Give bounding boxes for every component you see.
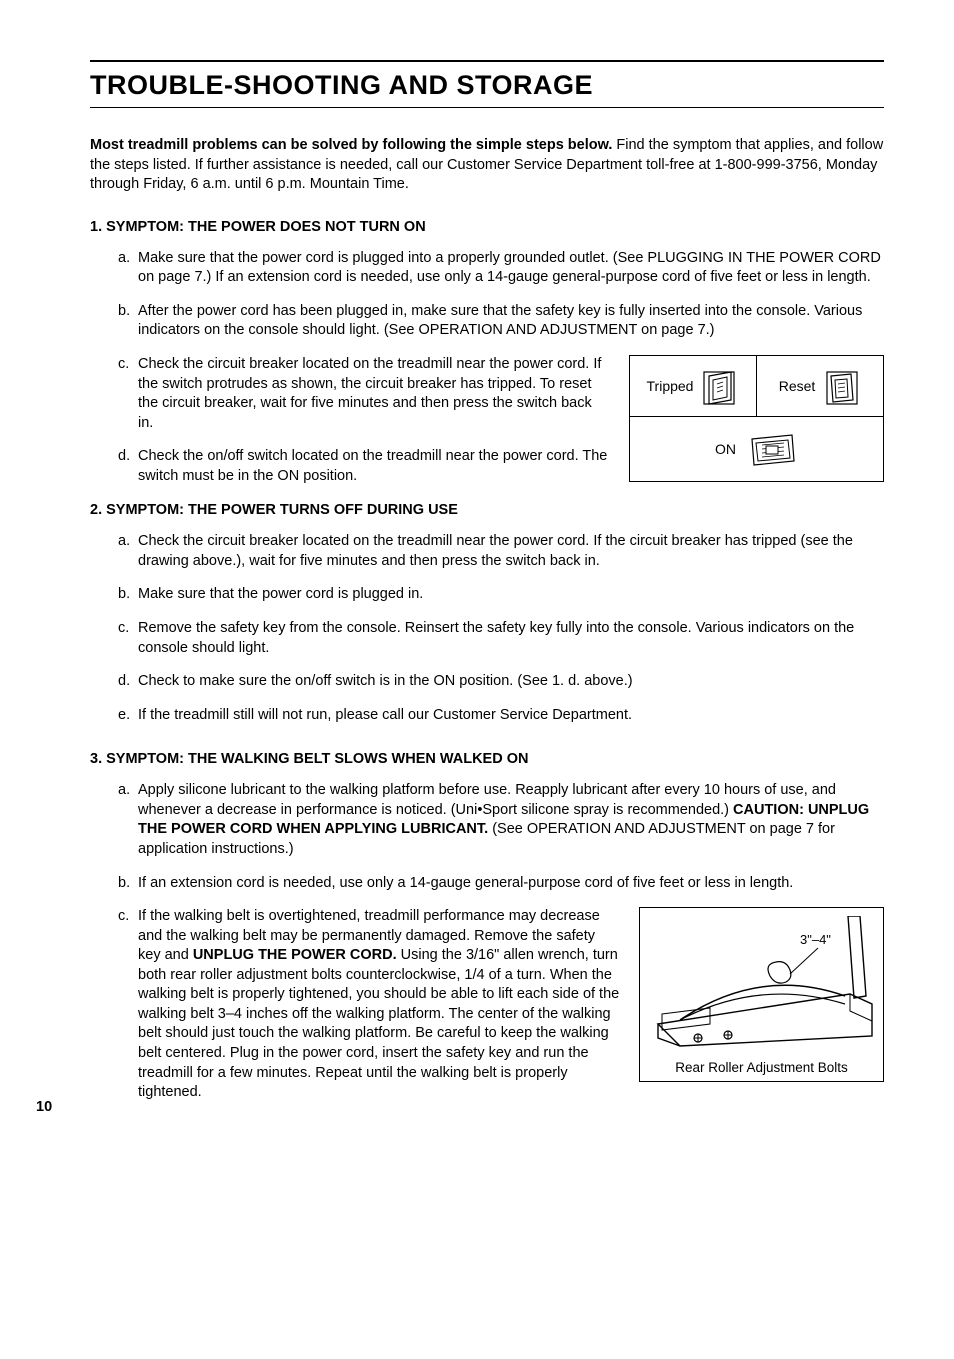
s3c-post: Using the 3/16" allen wrench, turn both … — [138, 947, 619, 1100]
step-label: a. — [118, 249, 138, 288]
step-label: b. — [118, 585, 138, 605]
step-label: c. — [118, 355, 138, 433]
step-label: b. — [118, 302, 138, 341]
page: TROUBLE-SHOOTING AND STORAGE Most treadm… — [0, 0, 954, 1157]
circuit-breaker-figure: Tripped Reset — [629, 355, 884, 482]
s2-step-a: a. Check the circuit breaker located on … — [118, 532, 884, 571]
s2-step-c: c. Remove the safety key from the consol… — [118, 619, 884, 658]
s2-step-e: e. If the treadmill still will not run, … — [118, 706, 884, 726]
s1-step-c-d-row: c. Check the circuit breaker located on … — [118, 355, 884, 486]
step-label: d. — [118, 672, 138, 692]
step-label: a. — [118, 532, 138, 571]
s3-step-c-row: c. If the walking belt is overtightened,… — [118, 907, 884, 1103]
s3-step-c: c. If the walking belt is overtightened,… — [118, 907, 621, 1103]
symptom-1-heading: 1. SYMPTOM: THE POWER DOES NOT TURN ON — [90, 219, 884, 235]
treadmill-belt-icon: 3"–4" — [650, 916, 875, 1056]
step-body: Check to make sure the on/off switch is … — [138, 672, 884, 692]
step-body: Make sure that the power cord is plugged… — [138, 585, 884, 605]
s1-step-c: c. Check the circuit breaker located on … — [118, 355, 611, 433]
step-body: Make sure that the power cord is plugged… — [138, 249, 884, 288]
page-title: TROUBLE-SHOOTING AND STORAGE — [90, 70, 884, 101]
page-number: 10 — [36, 1099, 52, 1115]
step-label: c. — [118, 907, 138, 1103]
fig1-reset-label: Reset — [779, 378, 816, 394]
fig1-tripped-label: Tripped — [647, 378, 694, 394]
rear-roller-figure: 3"–4" Rear Roller Adjustment Bolts — [639, 907, 884, 1082]
step-body: Check the on/off switch located on the t… — [138, 447, 611, 486]
step-body: Check the circuit breaker located on the… — [138, 355, 611, 433]
intro-paragraph: Most treadmill problems can be solved by… — [90, 136, 884, 195]
on-switch-icon — [748, 431, 798, 467]
s3c-bold: UNPLUG THE POWER CORD. — [193, 947, 397, 963]
s3a-pre: Apply silicone lubricant to the walking … — [138, 782, 836, 818]
fig1-on-label: ON — [715, 441, 736, 457]
fig1-bottom-row: ON — [630, 417, 883, 481]
s2-step-b: b. Make sure that the power cord is plug… — [118, 585, 884, 605]
step-body: If the treadmill still will not run, ple… — [138, 706, 884, 726]
fig1-reset-cell: Reset — [756, 356, 883, 416]
s2-step-d: d. Check to make sure the on/off switch … — [118, 672, 884, 692]
step-body: If an extension cord is needed, use only… — [138, 874, 884, 894]
symptom-2-heading: 2. SYMPTOM: THE POWER TURNS OFF DURING U… — [90, 502, 884, 518]
title-underline — [90, 107, 884, 108]
step-body: Remove the safety key from the console. … — [138, 619, 884, 658]
step-label: a. — [118, 781, 138, 859]
fig1-top-row: Tripped Reset — [630, 356, 883, 417]
s1-step-a: a. Make sure that the power cord is plug… — [118, 249, 884, 288]
s1-step-b: b. After the power cord has been plugged… — [118, 302, 884, 341]
step-body: If the walking belt is overtightened, tr… — [138, 907, 621, 1103]
symptom-3-heading: 3. SYMPTOM: THE WALKING BELT SLOWS WHEN … — [90, 751, 884, 767]
step-body: Apply silicone lubricant to the walking … — [138, 781, 884, 859]
s1-step-d: d. Check the on/off switch located on th… — [118, 447, 611, 486]
fig2-measure-label: 3"–4" — [800, 932, 831, 947]
step-body: Check the circuit breaker located on the… — [138, 532, 884, 571]
tripped-switch-icon — [701, 366, 739, 406]
step-label: e. — [118, 706, 138, 726]
fig1-tripped-cell: Tripped — [630, 356, 756, 416]
step-label: d. — [118, 447, 138, 486]
reset-switch-icon — [823, 366, 861, 406]
top-rule — [90, 60, 884, 62]
step-label: c. — [118, 619, 138, 658]
step-label: b. — [118, 874, 138, 894]
s3-step-b: b. If an extension cord is needed, use o… — [118, 874, 884, 894]
fig2-caption: Rear Roller Adjustment Bolts — [650, 1060, 873, 1075]
s3-step-a: a. Apply silicone lubricant to the walki… — [118, 781, 884, 859]
step-body: After the power cord has been plugged in… — [138, 302, 884, 341]
intro-bold: Most treadmill problems can be solved by… — [90, 137, 612, 153]
